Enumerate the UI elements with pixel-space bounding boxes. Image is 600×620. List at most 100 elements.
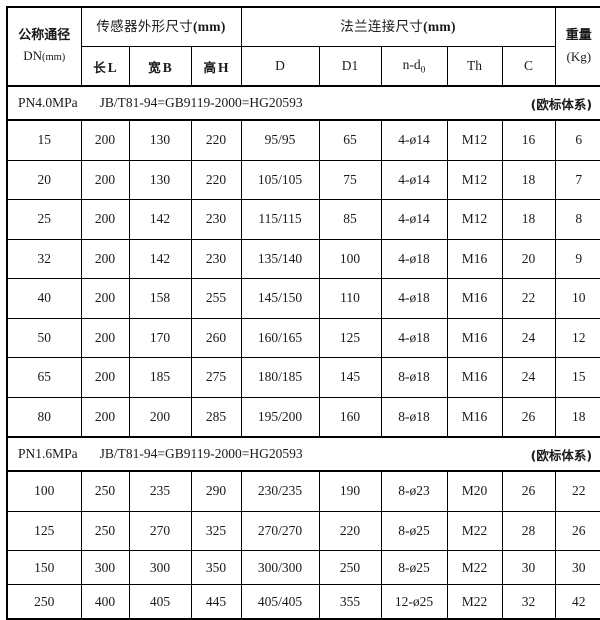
cell-weight: 10 <box>554 278 600 319</box>
cell-width: 130 <box>128 159 192 200</box>
cell-d: 270/270 <box>240 510 320 551</box>
header-flange-c: C <box>501 46 556 87</box>
cell-width: 170 <box>128 317 192 358</box>
cell-d1: 220 <box>318 510 382 551</box>
cell-d1: 65 <box>318 119 382 161</box>
cell-th: M16 <box>446 396 503 438</box>
cell-c: 26 <box>501 470 556 512</box>
header-group-sensor-dimensions-unit: (mm) <box>192 18 226 34</box>
cell-length: 250 <box>80 510 130 551</box>
cell-height: 275 <box>190 357 242 398</box>
cell-height: 290 <box>190 470 242 512</box>
cell-length: 200 <box>80 159 130 200</box>
table-row: 125 250 270 325 270/270 220 8-ø25 M22 28 26 <box>6 510 600 551</box>
section-header-cell: PN4.0MPa JB/T81-94=GB9119-2000=HG20593 (欧标… <box>6 85 600 121</box>
cell-width: 235 <box>128 470 192 512</box>
cell-c: 24 <box>501 317 556 358</box>
cell-weight: 30 <box>554 550 600 585</box>
cell-height: 230 <box>190 238 242 279</box>
cell-d: 145/150 <box>240 278 320 319</box>
cell-width: 142 <box>128 199 192 240</box>
flange-specification-table: 公称通径 DN(mm) 传感器外形尺寸(mm) 法兰连接尺寸(mm) 重量 (K <box>6 6 600 620</box>
cell-d: 135/140 <box>240 238 320 279</box>
cell-n-d0: 4-ø18 <box>380 317 448 358</box>
cell-th: M20 <box>446 470 503 512</box>
header-weight-unit: (Kg) <box>566 48 592 64</box>
cell-d1: 125 <box>318 317 382 358</box>
table-header-row-top: 公称通径 DN(mm) 传感器外形尺寸(mm) 法兰连接尺寸(mm) 重量 (K <box>6 6 600 87</box>
cell-d1: 145 <box>318 357 382 398</box>
cell-c: 28 <box>501 510 556 551</box>
cell-d: 115/115 <box>240 199 320 240</box>
cell-d1: 100 <box>318 238 382 279</box>
cell-height: 220 <box>190 119 242 161</box>
cell-n-d0: 8-ø23 <box>380 470 448 512</box>
cell-th: M12 <box>446 119 503 161</box>
cell-d: 95/95 <box>240 119 320 161</box>
specification-table-container: 公称通径 DN(mm) 传感器外形尺寸(mm) 法兰连接尺寸(mm) 重量 (K <box>6 6 600 620</box>
section-standard-reference: JB/T81-94=GB9119-2000=HG20593 <box>99 95 303 110</box>
table-row: 20 200 130 220 105/105 75 4-ø14 M12 18 7 <box>6 159 600 200</box>
cell-c: 16 <box>501 119 556 161</box>
table-row: 150 300 300 350 300/300 250 8-ø25 M22 30 30 <box>6 550 600 585</box>
cell-c: 26 <box>501 396 556 438</box>
cell-weight: 18 <box>554 396 600 438</box>
cell-c: 18 <box>501 159 556 200</box>
cell-dn: 32 <box>6 238 82 279</box>
cell-n-d0: 8-ø18 <box>380 396 448 438</box>
cell-d: 160/165 <box>240 317 320 358</box>
section-standard-system-note: (欧标体系) <box>530 447 593 463</box>
cell-d: 195/200 <box>240 396 320 438</box>
cell-d: 180/185 <box>240 357 320 398</box>
section-header-row: PN1.6MPa JB/T81-94=GB9119-2000=HG20593 (欧标… <box>6 436 600 472</box>
cell-length: 250 <box>80 470 130 512</box>
cell-width: 130 <box>128 119 192 161</box>
cell-dn: 50 <box>6 317 82 358</box>
cell-dn: 150 <box>6 550 82 585</box>
cell-d: 105/105 <box>240 159 320 200</box>
cell-c: 18 <box>501 199 556 240</box>
cell-length: 200 <box>80 317 130 358</box>
cell-dn: 20 <box>6 159 82 200</box>
header-flange-d: D <box>240 46 320 87</box>
header-flange-th: Th <box>446 46 503 87</box>
header-flange-n-d0: n-d0 <box>380 46 448 87</box>
header-nominal-diameter: 公称通径 DN(mm) <box>6 6 82 87</box>
cell-height: 230 <box>190 199 242 240</box>
cell-d: 230/235 <box>240 470 320 512</box>
cell-th: M16 <box>446 317 503 358</box>
cell-d1: 190 <box>318 470 382 512</box>
cell-c: 24 <box>501 357 556 398</box>
cell-width: 185 <box>128 357 192 398</box>
cell-n-d0: 4-ø14 <box>380 119 448 161</box>
cell-c: 30 <box>501 550 556 585</box>
cell-width: 142 <box>128 238 192 279</box>
cell-length: 200 <box>80 357 130 398</box>
cell-height: 325 <box>190 510 242 551</box>
header-weight: 重量 (Kg) <box>554 6 600 87</box>
header-group-sensor-dimensions-cn: 传感器外形尺寸 <box>96 18 193 35</box>
cell-dn: 40 <box>6 278 82 319</box>
cell-d: 300/300 <box>240 550 320 585</box>
cell-n-d0: 4-ø14 <box>380 199 448 240</box>
section-header-row: PN4.0MPa JB/T81-94=GB9119-2000=HG20593 (欧标… <box>6 85 600 121</box>
cell-weight: 22 <box>554 470 600 512</box>
cell-weight: 7 <box>554 159 600 200</box>
cell-length: 200 <box>80 278 130 319</box>
cell-n-d0: 8-ø25 <box>380 550 448 585</box>
cell-length: 200 <box>80 396 130 438</box>
cell-height: 260 <box>190 317 242 358</box>
cell-weight: 6 <box>554 119 600 161</box>
cell-length: 200 <box>80 199 130 240</box>
cell-weight: 15 <box>554 357 600 398</box>
cell-n-d0: 8-ø25 <box>380 510 448 551</box>
cell-length: 200 <box>80 238 130 279</box>
cell-th: M12 <box>446 159 503 200</box>
cell-weight: 12 <box>554 317 600 358</box>
header-group-flange-dimensions-unit: (mm) <box>423 18 456 34</box>
cell-d1: 110 <box>318 278 382 319</box>
cell-th: M22 <box>446 550 503 585</box>
cell-width: 158 <box>128 278 192 319</box>
